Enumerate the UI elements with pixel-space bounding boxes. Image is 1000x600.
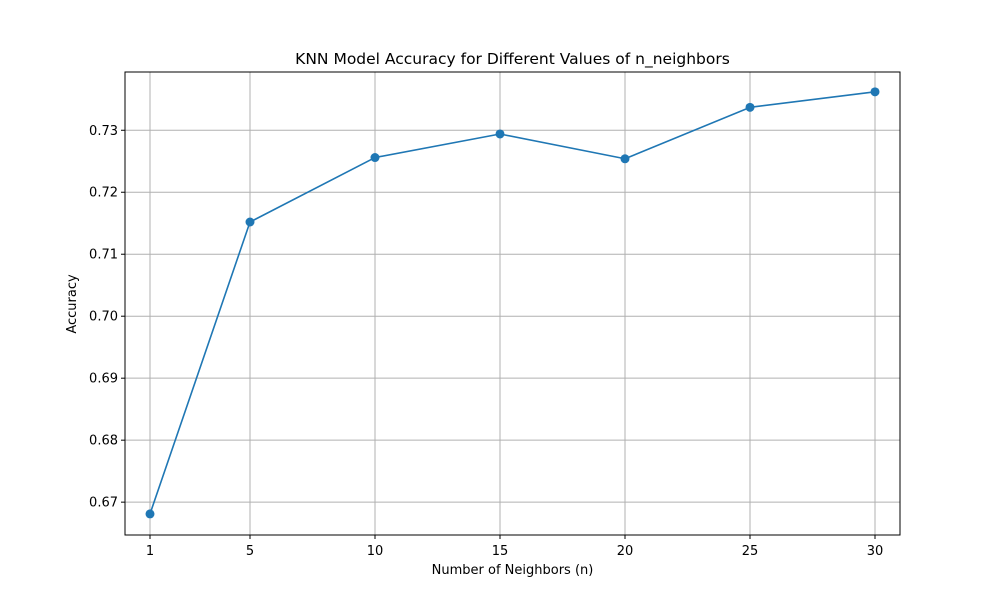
y-axis-label: Accuracy <box>65 274 80 334</box>
x-tick-label: 1 <box>146 544 154 559</box>
y-tick-label: 0.70 <box>89 310 118 325</box>
x-tick-label: 20 <box>617 544 634 559</box>
x-tick-label: 25 <box>742 544 759 559</box>
data-point <box>495 129 505 139</box>
y-tick-label: 0.72 <box>89 186 118 201</box>
data-point <box>245 217 255 227</box>
x-axis-label: Number of Neighbors (n) <box>432 563 594 578</box>
data-markers <box>145 87 880 519</box>
chart-title: KNN Model Accuracy for Different Values … <box>295 50 730 69</box>
y-tick-label: 0.73 <box>89 124 118 139</box>
x-tick-label: 15 <box>492 544 509 559</box>
data-point <box>145 509 155 519</box>
plot-area-frame <box>124 71 901 536</box>
y-tick-label: 0.71 <box>89 248 118 263</box>
y-tick-label: 0.69 <box>89 372 118 387</box>
x-tick-label: 30 <box>867 544 884 559</box>
y-tick-label: 0.68 <box>89 434 118 449</box>
grid-lines <box>125 72 900 535</box>
data-point <box>620 154 630 164</box>
y-axis-ticks: 0.67 0.68 0.69 0.70 0.71 0.72 0.73 <box>89 124 125 511</box>
data-point <box>870 87 880 97</box>
x-tick-label: 5 <box>246 544 254 559</box>
data-point <box>745 102 755 112</box>
y-tick-label: 0.67 <box>89 496 118 511</box>
data-point <box>370 153 380 163</box>
x-axis-ticks: 1 5 10 15 20 25 30 <box>146 535 883 559</box>
x-tick-label: 10 <box>367 544 384 559</box>
